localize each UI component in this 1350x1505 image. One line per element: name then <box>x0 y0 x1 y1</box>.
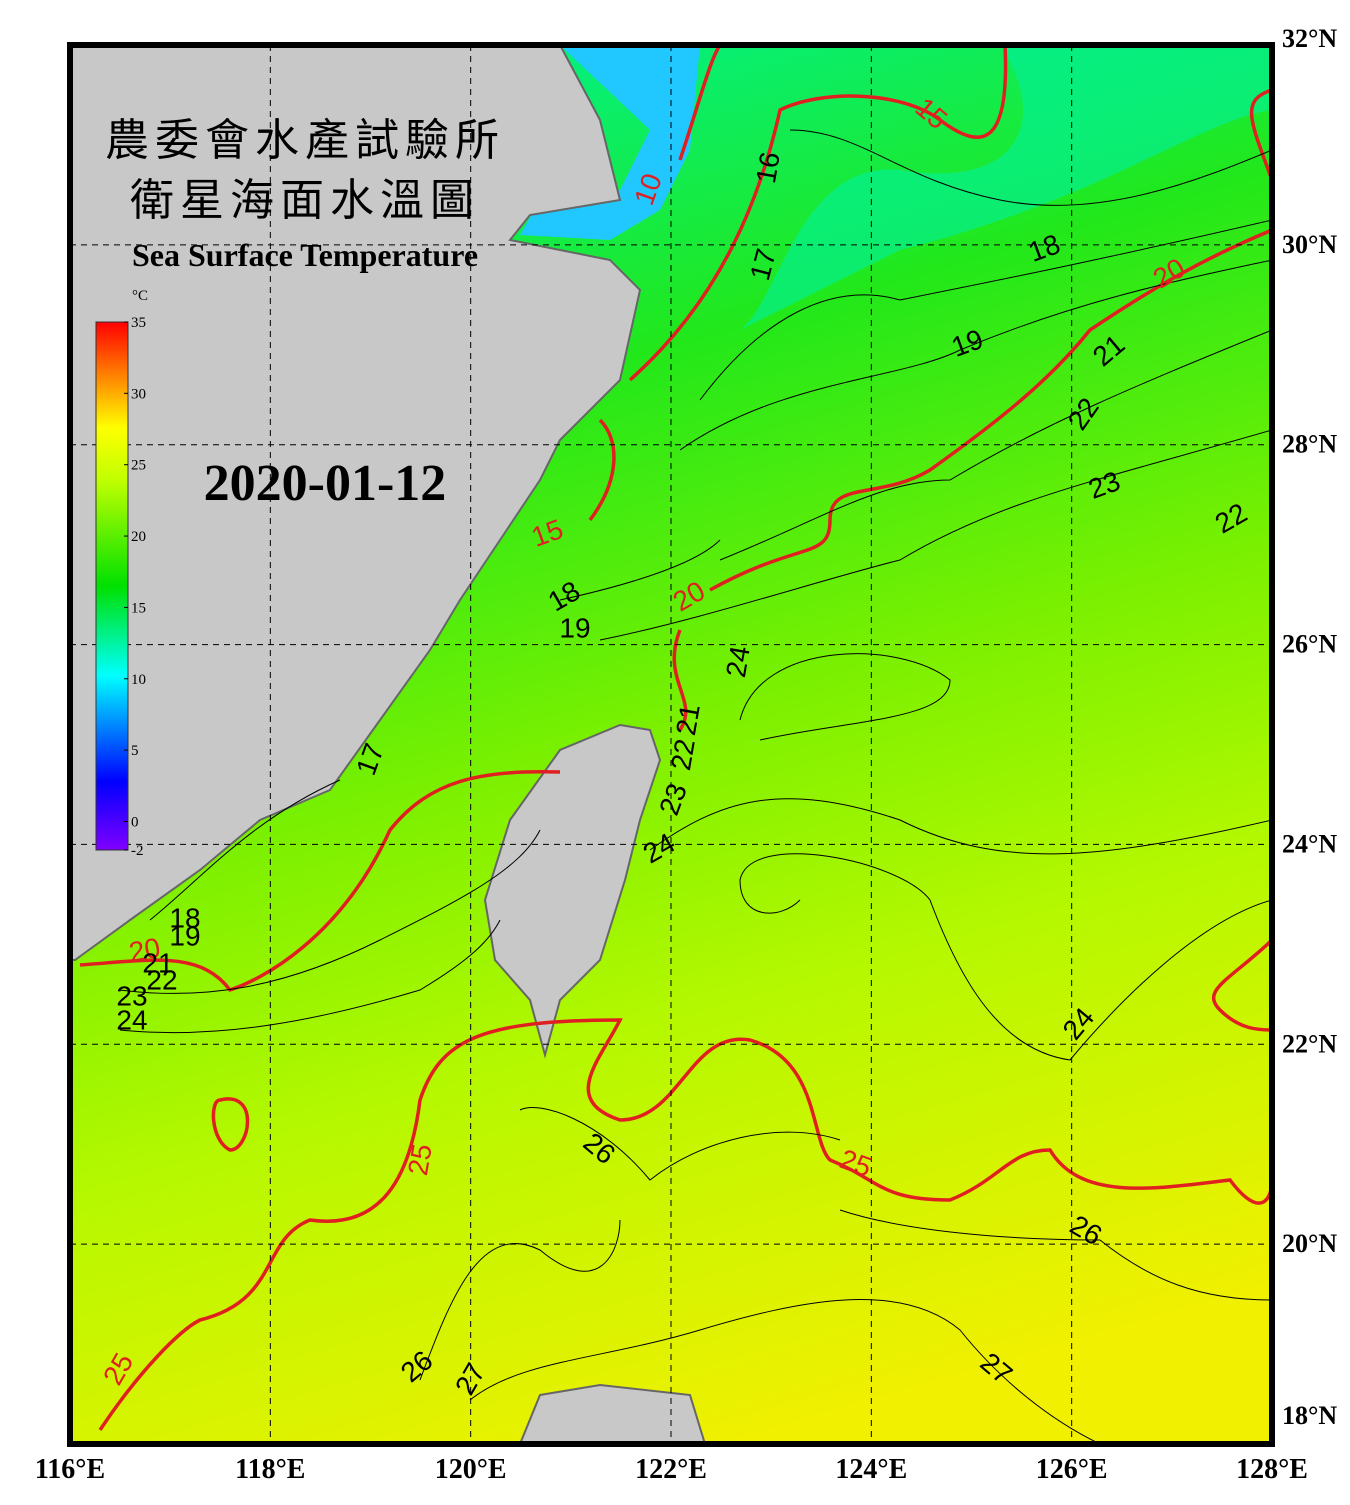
colorbar-tick-label: 25 <box>131 458 146 474</box>
colorbar-tick-label: -2 <box>131 843 144 859</box>
y-tick-label: 20°N <box>1282 1229 1337 1258</box>
colorbar-tick-label: 35 <box>131 315 146 331</box>
colorbar-unit: °C <box>132 288 148 304</box>
contour-label: 19 <box>559 612 590 643</box>
x-tick-label: 128°E <box>1236 1454 1308 1485</box>
luzon-land <box>518 1383 707 1444</box>
cool-water <box>740 45 1272 330</box>
title-cn-1: 農委會水產試驗所 <box>105 116 505 165</box>
river-water <box>520 45 700 240</box>
x-tick-label: 118°E <box>235 1454 305 1485</box>
x-tick-label: 120°E <box>435 1454 507 1485</box>
colorbar-tick-label: 15 <box>131 600 146 616</box>
y-tick-label: 32°N <box>1282 24 1337 53</box>
date: 2020-01-12 <box>204 455 447 512</box>
x-tick-label: 126°E <box>1036 1454 1108 1485</box>
contour-label: 16 <box>750 150 786 186</box>
y-tick-label: 28°N <box>1282 430 1337 459</box>
contour-label: 21 <box>142 947 173 978</box>
map-area <box>70 45 1272 1444</box>
y-tick-label: 18°N <box>1282 1401 1337 1430</box>
x-tick-label: 124°E <box>835 1454 907 1485</box>
colorbar-tick-label: 20 <box>131 529 146 545</box>
contour-label: 22 <box>146 964 177 995</box>
contour-label: 22 <box>665 737 701 773</box>
contour-label: 24 <box>116 1004 147 1035</box>
y-tick-label: 22°N <box>1282 1029 1337 1058</box>
subtitle: Sea Surface Temperature <box>132 237 478 273</box>
colorbar-tick-label: 30 <box>131 386 146 402</box>
contour-label: 23 <box>116 980 147 1011</box>
y-tick-label: 24°N <box>1282 829 1337 858</box>
contour-label: 25 <box>402 1142 438 1178</box>
map-frame <box>67 42 1275 1447</box>
title-cn-2: 衛星海面水溫圖 <box>130 176 480 225</box>
taiwan-land <box>483 723 662 1059</box>
contour-label: 19 <box>169 920 200 951</box>
colorbar-tick-label: 10 <box>131 672 146 688</box>
major-contours <box>79 45 1272 1431</box>
y-tick-label: 30°N <box>1282 230 1337 259</box>
y-tick-label: 26°N <box>1282 630 1337 659</box>
colorbar-tick-label: 5 <box>131 743 139 759</box>
x-tick-label: 116°E <box>35 1454 105 1485</box>
contour-label: 20 <box>127 932 163 968</box>
contour-label: 18 <box>169 902 200 933</box>
contour-label: 24 <box>720 644 756 680</box>
minor-contours <box>119 129 1272 1444</box>
colorbar <box>95 321 129 851</box>
x-tick-label: 122°E <box>635 1454 707 1485</box>
china-land <box>70 45 642 961</box>
colorbar-tick-label: 0 <box>131 814 139 830</box>
graticule <box>70 45 1272 1444</box>
contour-label: 21 <box>670 702 706 738</box>
